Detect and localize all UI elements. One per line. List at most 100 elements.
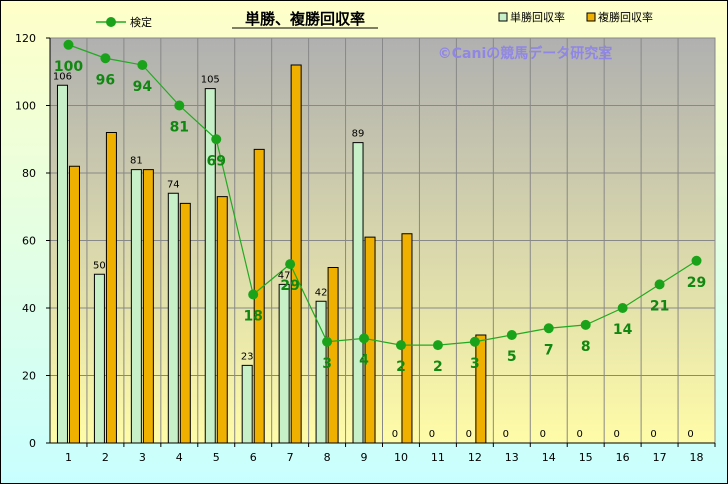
bar-place: [105, 132, 117, 444]
line-point: [506, 330, 517, 340]
line-point-label: 21: [650, 298, 669, 314]
line-series: [63, 39, 702, 351]
y-tick-label: 0: [29, 437, 36, 450]
y-tick-label: 80: [22, 167, 36, 180]
bar-win-label: 105: [201, 75, 220, 86]
line-point: [211, 134, 222, 145]
line-point-label: 2: [396, 359, 406, 375]
legend-place-swatch: [586, 12, 596, 22]
bar-win-label: 106: [53, 71, 72, 82]
legend-line-label: 検定: [130, 15, 152, 29]
bar-win-label: 0: [466, 429, 472, 440]
y-tick-label: 120: [15, 32, 36, 45]
bar-win-label: 0: [577, 429, 583, 440]
line-point-label: 4: [359, 352, 369, 368]
bar-win-label: 0: [503, 429, 509, 440]
bar-win-label: 0: [429, 429, 435, 440]
line-point-label: 100: [54, 59, 83, 75]
line-point: [137, 60, 148, 70]
line-point: [248, 289, 259, 300]
bar-win-label: 42: [315, 287, 328, 298]
chart-title: 単勝、複勝回収率: [245, 10, 365, 28]
y-tick-label: 40: [22, 302, 36, 315]
x-tick-label: 16: [616, 451, 630, 464]
x-tick-label: 9: [361, 451, 368, 464]
x-tick-label: 8: [324, 451, 331, 464]
y-tick-label: 60: [22, 235, 36, 248]
bar-place: [475, 334, 487, 444]
copyright-watermark: ©Caniの競馬データ研究室: [438, 45, 613, 62]
legend-win-label: 単勝回収率: [510, 10, 565, 24]
x-tick-label: 17: [653, 451, 667, 464]
bar-win-label: 0: [540, 429, 546, 440]
line-point: [395, 340, 406, 351]
bar-win-label: 0: [687, 429, 693, 440]
line-point: [432, 340, 443, 351]
bar-place: [179, 202, 191, 444]
bar-win: [241, 364, 253, 444]
line-point-label: 18: [243, 309, 262, 325]
bar-win-label: 50: [93, 260, 106, 271]
bar-win-label: 89: [352, 129, 365, 140]
line-point: [359, 333, 370, 344]
legend-line-marker: [106, 17, 116, 27]
x-tick-label: 6: [250, 451, 257, 464]
line-point-label: 3: [470, 356, 480, 372]
line-point-label: 29: [687, 275, 706, 291]
x-tick-label: 4: [176, 451, 183, 464]
x-tick-label: 12: [468, 451, 482, 464]
x-tick-label: 7: [287, 451, 294, 464]
bar-win: [167, 192, 179, 444]
line-point-label: 5: [507, 349, 517, 365]
bar-win-label: 23: [241, 351, 254, 362]
y-tick-label: 100: [15, 100, 36, 113]
bar-win: [278, 283, 290, 444]
line-point: [322, 336, 333, 347]
line-point-label: 69: [207, 153, 226, 169]
bar-win-label: 0: [650, 429, 656, 440]
bar-win: [352, 142, 364, 444]
line-point-label: 14: [613, 322, 633, 338]
x-tick-label: 3: [139, 451, 146, 464]
line-point-label: 81: [170, 120, 189, 136]
line-path: [68, 44, 697, 346]
y-axis-ticks: 0 20 40 60 80 100 120: [15, 32, 50, 450]
x-tick-label: 15: [579, 451, 593, 464]
line-point: [617, 303, 628, 313]
bar-place: [68, 165, 80, 444]
bar-place: [216, 196, 228, 444]
bar-place: [290, 64, 302, 444]
x-tick-label: 11: [431, 451, 445, 464]
x-tick-label: 2: [102, 451, 109, 464]
bar-win-label: 47: [278, 270, 291, 281]
bar-win-label: 74: [167, 179, 180, 190]
line-point: [100, 53, 111, 64]
x-tick-label: 5: [213, 451, 220, 464]
line-point-label: 2: [433, 359, 443, 375]
line-point: [654, 279, 665, 290]
y-tick-label: 20: [22, 370, 36, 383]
line-point-label: 29: [280, 278, 299, 294]
bar-win-label: 81: [130, 156, 143, 167]
line-point: [174, 100, 185, 111]
line-point-label: 3: [322, 356, 332, 372]
bar-place: [142, 169, 154, 444]
bar-place: [401, 233, 413, 444]
x-tick-label: 14: [542, 451, 556, 464]
legend-place: 複勝回収率: [586, 10, 653, 24]
line-point-label: 96: [96, 72, 115, 88]
line-point-label: 7: [544, 342, 554, 358]
line-point: [580, 319, 591, 330]
line-point: [543, 323, 554, 334]
bar-win: [93, 273, 105, 444]
bar-win: [130, 169, 142, 444]
legend-place-label: 複勝回収率: [598, 10, 653, 24]
legend-win-swatch: [498, 12, 508, 22]
line-point: [63, 39, 74, 50]
x-tick-label: 1: [65, 451, 72, 464]
line-point-label: 94: [133, 79, 153, 95]
line-point: [469, 336, 480, 347]
line-point-label: 8: [581, 339, 591, 355]
